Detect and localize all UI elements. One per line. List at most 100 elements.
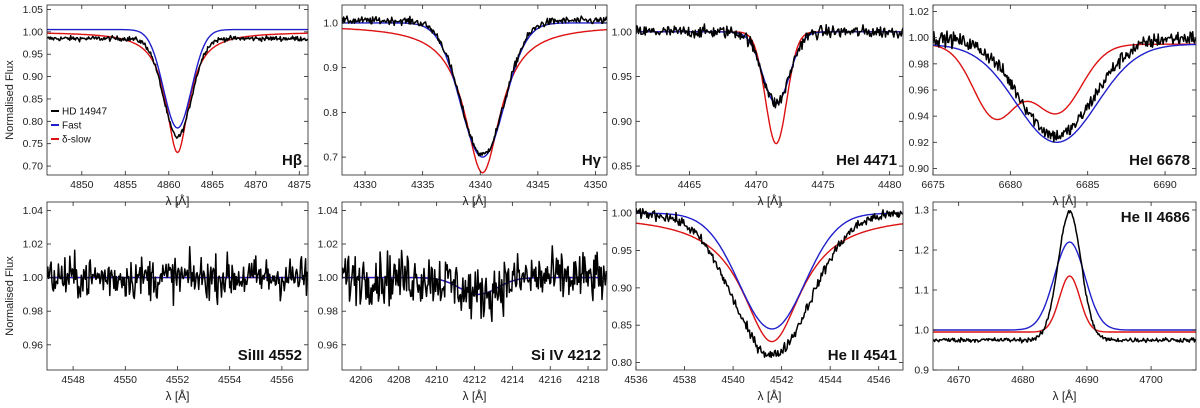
x-tick-label: 4208 xyxy=(387,374,411,386)
series-line-observed xyxy=(47,34,308,139)
x-tick-label: 4548 xyxy=(61,374,85,386)
y-tick-label: 1.2 xyxy=(914,245,929,257)
y-tick-label: 0.96 xyxy=(318,339,339,351)
series-line-observed xyxy=(47,246,308,307)
panel-3: 4465 4470 4475 4480 0.85 0.90 0.95 1.00 λ [Å] HeI… xyxy=(612,4,904,208)
y-tick-label: 1.04 xyxy=(318,205,339,217)
y-tick-label: 0.9 xyxy=(914,365,929,377)
series-line-observed xyxy=(636,207,903,359)
panel-title: HeI 4471 xyxy=(836,152,897,169)
series-line-observed xyxy=(933,30,1196,143)
series-line-fast xyxy=(933,43,1196,144)
y-tick-label: 0.85 xyxy=(612,320,633,332)
y-tick-label: 1.00 xyxy=(909,32,930,44)
x-axis-label: λ [Å] xyxy=(462,193,486,208)
panel-5: 4548 4550 4552 4554 4556 0.96 0.98 1.00 1.02 1.04… xyxy=(23,201,309,403)
series-line-fast xyxy=(342,22,607,158)
x-tick-label: 4870 xyxy=(244,179,268,191)
x-tick-label: 4544 xyxy=(819,374,843,386)
y-tick-label: 0.96 xyxy=(909,85,930,97)
x-tick-label: 4210 xyxy=(425,374,449,386)
y-tick-label: 0.90 xyxy=(612,116,633,128)
plot-frame xyxy=(635,201,904,371)
x-tick-label: 4206 xyxy=(349,374,373,386)
y-tick-label: 0.96 xyxy=(23,339,44,351)
panel-title: SiIII 4552 xyxy=(238,347,302,364)
x-tick-label: 4212 xyxy=(463,374,487,386)
y-tick-label: 0.98 xyxy=(23,306,44,318)
x-tick-label: 6690 xyxy=(1153,179,1177,191)
x-tick-label: 4218 xyxy=(576,374,600,386)
y-tick-label: 0.92 xyxy=(909,137,930,149)
x-tick-label: 4480 xyxy=(878,179,902,191)
y-tick-label: 0.98 xyxy=(909,58,930,70)
x-tick-label: 4680 xyxy=(1011,374,1035,386)
series-line-fast xyxy=(47,28,308,129)
y-tick-label: 0.8 xyxy=(323,107,338,119)
x-tick-label: 4556 xyxy=(270,374,294,386)
x-tick-label: 4552 xyxy=(166,374,190,386)
series-line-slow xyxy=(47,32,308,154)
plot-frame xyxy=(341,4,608,176)
panel-2: 4330 4335 4340 4345 4350 0.7 0.8 0.9 1.0 λ [Å] Hγ xyxy=(323,4,608,208)
y-tick-label: 1.00 xyxy=(612,208,633,220)
x-tick-label: 4542 xyxy=(770,374,794,386)
x-tick-label: 4216 xyxy=(539,374,563,386)
x-tick-label: 4330 xyxy=(353,179,377,191)
series-line-observed xyxy=(933,210,1196,344)
series-line-slow xyxy=(636,222,903,343)
legend: HD 14947 Fast δ-slow xyxy=(51,107,107,146)
x-tick-label: 4875 xyxy=(288,179,312,191)
y-tick-label: 0.7 xyxy=(323,152,338,164)
y-tick-label: 0.70 xyxy=(23,161,44,173)
x-tick-label: 4690 xyxy=(1075,374,1099,386)
x-tick-label: 4860 xyxy=(157,179,181,191)
x-axis-label: λ [Å] xyxy=(462,388,486,403)
panel-title: Hγ xyxy=(582,152,602,169)
series-line-slow xyxy=(636,31,903,145)
x-axis-label: λ [Å] xyxy=(1052,193,1076,208)
y-tick-label: 1.00 xyxy=(23,26,44,38)
x-tick-label: 4465 xyxy=(678,179,702,191)
y-tick-label: 1.02 xyxy=(23,239,44,251)
y-tick-label: 0.80 xyxy=(612,357,633,369)
y-tick-label: 1.0 xyxy=(323,17,338,29)
y-tick-label: 1.3 xyxy=(914,205,929,217)
y-tick-label: 0.85 xyxy=(23,93,44,105)
y-tick-label: 1.02 xyxy=(318,239,339,251)
panel-1: 4850 4855 4860 4865 4870 4875 0.70 0.75 0.80 0.85… xyxy=(23,4,312,208)
x-tick-label: 4335 xyxy=(411,179,435,191)
x-tick-label: 4670 xyxy=(947,374,971,386)
panel-4: 6675 6680 6685 6690 0.90 0.92 0.94 0.96 0.98 1.00… xyxy=(909,4,1197,208)
x-tick-label: 4214 xyxy=(501,374,525,386)
y-tick-label: 1.00 xyxy=(318,272,339,284)
y-tick-label: 0.95 xyxy=(23,49,44,61)
x-tick-label: 4850 xyxy=(70,179,94,191)
y-tick-label: 0.85 xyxy=(612,161,633,173)
x-tick-label: 4475 xyxy=(811,179,835,191)
y-tick-label: 1.02 xyxy=(909,6,930,18)
plot-frame xyxy=(635,4,904,176)
x-tick-label: 6685 xyxy=(1076,179,1100,191)
x-tick-label: 6680 xyxy=(999,179,1023,191)
y-axis-label-top: Normalised Flux xyxy=(4,60,16,140)
y-tick-label: 0.90 xyxy=(612,282,633,294)
x-tick-label: 4550 xyxy=(114,374,138,386)
panel-8: 4670 4680 4690 4700 0.9 1.0 1.1 1.2 1.3 λ [Å] He I… xyxy=(914,201,1197,403)
panel-7: 4536 4538 4540 4542 4544 4546 0.80 0.85 0.90 0.95… xyxy=(612,201,904,403)
series-line-slow xyxy=(933,275,1196,333)
panel-6: 4206 4208 4210 4212 4214 4216 4218 0.96 0.98 1.00… xyxy=(318,201,608,403)
y-tick-label: 1.0 xyxy=(914,325,929,337)
x-tick-label: 4855 xyxy=(114,179,138,191)
legend-entry: HD 14947 xyxy=(62,107,107,118)
legend-entry: δ-slow xyxy=(62,135,92,146)
panel-title: HeI 6678 xyxy=(1129,152,1190,169)
panel-title: He II 4541 xyxy=(828,347,897,364)
y-axis-label-bottom: Normalised Flux xyxy=(4,256,16,336)
y-tick-label: 0.90 xyxy=(909,163,930,175)
legend-entry: Fast xyxy=(62,121,82,132)
x-tick-label: 4865 xyxy=(201,179,225,191)
x-tick-label: 4470 xyxy=(744,179,768,191)
y-tick-label: 1.00 xyxy=(23,272,44,284)
x-tick-label: 4340 xyxy=(469,179,493,191)
